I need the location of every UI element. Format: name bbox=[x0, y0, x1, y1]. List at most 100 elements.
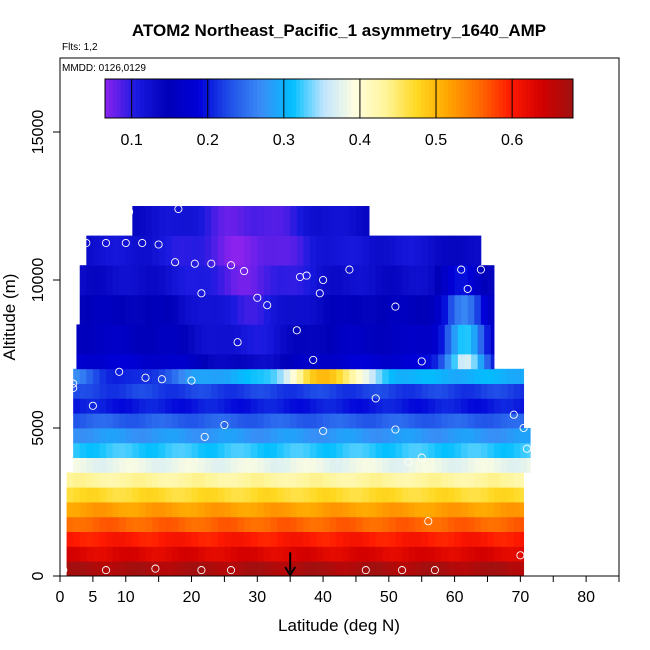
heatmap-cell bbox=[257, 206, 265, 236]
heatmap-cell bbox=[224, 265, 232, 296]
heatmap-cell bbox=[434, 368, 442, 384]
heatmap-cell bbox=[444, 354, 452, 370]
heatmap-cell bbox=[316, 516, 324, 532]
colorbar-swatch bbox=[432, 79, 437, 118]
heatmap-cell bbox=[480, 265, 488, 296]
heatmap-cell bbox=[283, 294, 291, 325]
observation-point bbox=[125, 207, 134, 216]
heatmap-cell bbox=[79, 502, 87, 518]
heatmap-cell bbox=[464, 324, 472, 355]
colorbar-swatch bbox=[315, 79, 320, 118]
colorbar-swatch bbox=[323, 79, 328, 118]
heatmap-cell bbox=[362, 546, 370, 562]
heatmap-cell bbox=[507, 413, 515, 429]
heatmap-cell bbox=[513, 502, 521, 518]
heatmap-cell bbox=[375, 265, 383, 296]
heatmap-cell bbox=[323, 516, 331, 532]
heatmap-cell bbox=[211, 531, 219, 547]
heatmap-cell bbox=[448, 265, 455, 296]
heatmap-cell bbox=[290, 265, 298, 296]
heatmap-cell bbox=[316, 368, 324, 384]
heatmap-cell bbox=[323, 368, 331, 384]
heatmap-cell bbox=[165, 516, 173, 532]
colorbar-swatch bbox=[202, 79, 207, 118]
heatmap-cell bbox=[99, 428, 107, 444]
observation-point bbox=[115, 367, 124, 376]
heatmap-cell bbox=[161, 324, 169, 355]
heatmap-cell bbox=[171, 561, 179, 577]
colorbar-swatch bbox=[335, 79, 340, 118]
heatmap-cell bbox=[158, 442, 166, 458]
heatmap-cell bbox=[316, 487, 324, 503]
heatmap-cell bbox=[171, 294, 179, 325]
heatmap-cell bbox=[244, 413, 252, 429]
colorbar-swatch bbox=[198, 79, 203, 118]
heatmap-cell bbox=[290, 368, 298, 384]
heatmap-cell bbox=[454, 457, 462, 473]
heatmap-cell bbox=[138, 235, 146, 266]
heatmap-cell bbox=[424, 324, 432, 355]
heatmap-cell bbox=[135, 324, 143, 355]
heatmap-cell bbox=[73, 457, 81, 473]
heatmap-cell bbox=[309, 531, 317, 547]
heatmap-cell bbox=[441, 442, 449, 458]
heatmap-cell bbox=[520, 531, 525, 547]
heatmap-cell bbox=[303, 487, 311, 503]
observation-point bbox=[361, 566, 370, 575]
heatmap-cell bbox=[382, 546, 390, 562]
heatmap-cell bbox=[296, 235, 304, 266]
heatmap-cell bbox=[369, 531, 377, 547]
heatmap-cell bbox=[520, 516, 525, 532]
heatmap-cell bbox=[461, 428, 469, 444]
heatmap-cell bbox=[434, 457, 442, 473]
heatmap-cell bbox=[191, 442, 199, 458]
heatmap-cell bbox=[388, 428, 396, 444]
heatmap-cell bbox=[79, 368, 87, 384]
heatmap-cell bbox=[355, 516, 363, 532]
heatmap-cell bbox=[99, 487, 107, 503]
heatmap-layer bbox=[66, 206, 531, 577]
heatmap-cell bbox=[362, 502, 370, 518]
heatmap-cell bbox=[152, 206, 160, 236]
heatmap-cell bbox=[204, 398, 212, 414]
heatmap-cell bbox=[283, 383, 291, 399]
heatmap-cell bbox=[388, 457, 396, 473]
heatmap-cell bbox=[86, 442, 94, 458]
heatmap-cell bbox=[487, 457, 495, 473]
heatmap-cell bbox=[480, 428, 488, 444]
heatmap-cell bbox=[188, 354, 196, 370]
heatmap-cell bbox=[138, 546, 146, 562]
heatmap-cell bbox=[132, 531, 140, 547]
heatmap-cell bbox=[362, 516, 370, 532]
heatmap-cell bbox=[388, 294, 396, 325]
heatmap-cell bbox=[224, 294, 232, 325]
heatmap-cell bbox=[125, 531, 133, 547]
heatmap-cell bbox=[184, 294, 192, 325]
heatmap-cell bbox=[99, 502, 107, 518]
heatmap-cell bbox=[89, 354, 97, 370]
heatmap-cell bbox=[217, 235, 225, 266]
heatmap-cell bbox=[207, 354, 215, 370]
heatmap-cell bbox=[188, 324, 196, 355]
observation-point bbox=[404, 457, 413, 467]
heatmap-cell bbox=[79, 428, 87, 444]
colorbar-swatch bbox=[253, 79, 258, 118]
colorbar-swatch bbox=[237, 79, 242, 118]
heatmap-cell bbox=[296, 502, 304, 518]
heatmap-cell bbox=[66, 516, 74, 532]
heatmap-cell bbox=[355, 265, 363, 296]
heatmap-cell bbox=[86, 294, 94, 325]
heatmap-cell bbox=[152, 442, 160, 458]
heatmap-cell bbox=[171, 442, 179, 458]
heatmap-cell bbox=[96, 324, 104, 355]
heatmap-cell bbox=[382, 294, 390, 325]
heatmap-cell bbox=[244, 457, 252, 473]
heatmap-cell bbox=[184, 502, 192, 518]
colorbar-swatch bbox=[112, 79, 118, 118]
heatmap-cell bbox=[168, 324, 176, 355]
heatmap-cell bbox=[99, 531, 107, 547]
colorbar-swatch bbox=[569, 79, 574, 118]
heatmap-cell bbox=[457, 354, 465, 370]
heatmap-cell bbox=[198, 442, 206, 458]
heatmap-cell bbox=[395, 265, 403, 296]
